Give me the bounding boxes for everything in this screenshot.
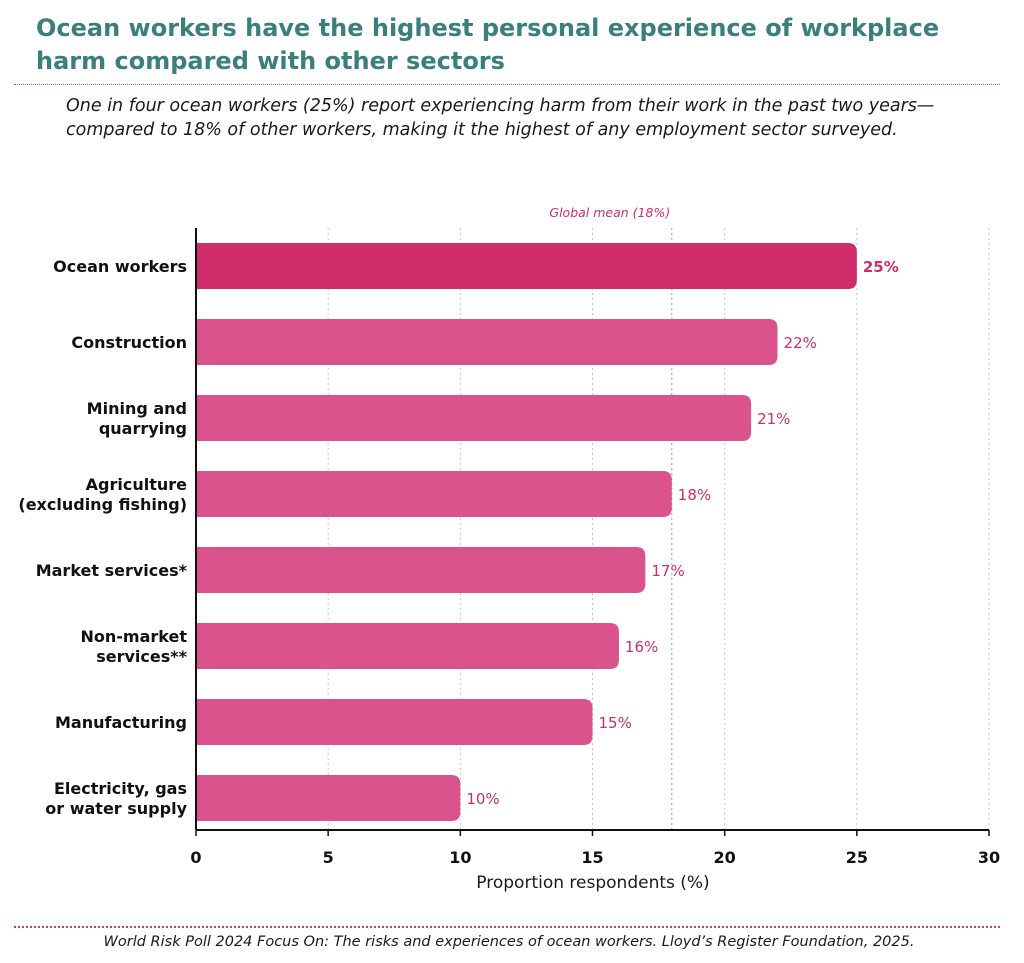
- category-label: Ocean workers: [53, 257, 187, 276]
- bar: [196, 699, 593, 745]
- category-label: Construction: [71, 333, 187, 352]
- bar-value-label: 22%: [784, 334, 817, 352]
- x-axis-title: Proportion respondents (%): [476, 873, 709, 893]
- category-label-line: Market services*: [36, 561, 188, 580]
- category-label-line: (excluding fishing): [18, 495, 187, 514]
- category-label-line: Manufacturing: [55, 713, 187, 732]
- x-tick-label: 15: [581, 848, 603, 867]
- category-label-line: Mining and: [87, 399, 187, 418]
- bar-chart: Global mean (18%) 25% 22% 21% 18% 17% 16% 15% 1…: [18, 205, 1000, 893]
- bars: 25% 22% 21% 18% 17% 16% 15% 10%: [196, 243, 899, 821]
- bar-value-label: 21%: [757, 410, 790, 428]
- footer-divider: [14, 926, 1000, 928]
- category-label-line: Electricity, gas: [54, 779, 187, 798]
- category-label: Market services*: [36, 561, 188, 580]
- bar: [196, 319, 778, 365]
- category-label-line: Non-market: [81, 627, 188, 646]
- bar: [196, 395, 752, 441]
- source-note: World Risk Poll 2024 Focus On: The risks…: [103, 934, 915, 950]
- bar: [196, 243, 857, 289]
- category-label-line: Ocean workers: [53, 257, 187, 276]
- global-mean-label: Global mean (18%): [549, 205, 670, 220]
- bar: [196, 623, 619, 669]
- category-label: Manufacturing: [55, 713, 187, 732]
- category-label: Mining and quarrying: [87, 399, 187, 438]
- category-label: Agriculture (excluding fishing): [18, 475, 187, 514]
- category-label-line: quarrying: [99, 419, 187, 438]
- category-label-line: Construction: [71, 333, 187, 352]
- axes: 0 5 10 15 20 25 30: [190, 228, 1000, 867]
- x-tick-label: 30: [978, 848, 1000, 867]
- bar-value-label: 25%: [863, 258, 899, 276]
- bar-value-label: 15%: [599, 714, 632, 732]
- chart-title: Ocean workers have the highest personal …: [36, 14, 940, 75]
- category-label-line: services**: [96, 647, 187, 666]
- bar-value-label: 10%: [466, 790, 499, 808]
- bar: [196, 471, 672, 517]
- chart-subtitle: One in four ocean workers (25%) report e…: [66, 96, 935, 140]
- title-divider: [14, 84, 1000, 85]
- x-tick-label: 25: [846, 848, 868, 867]
- category-label: Non-market services**: [81, 627, 188, 666]
- bar: [196, 775, 461, 821]
- category-label-line: Agriculture: [86, 475, 188, 494]
- bar-value-label: 17%: [651, 562, 684, 580]
- bar-value-label: 18%: [678, 486, 711, 504]
- bar-value-label: 16%: [625, 638, 658, 656]
- x-tick-label: 20: [714, 848, 736, 867]
- x-tick-label: 10: [449, 848, 471, 867]
- category-label-line: or water supply: [45, 799, 187, 818]
- category-label: Electricity, gas or water supply: [45, 779, 187, 818]
- x-tick-label: 0: [190, 848, 201, 867]
- category-labels: Ocean workers Construction Mining and quarr…: [18, 257, 187, 818]
- bar: [196, 547, 646, 593]
- x-tick-label: 5: [323, 848, 334, 867]
